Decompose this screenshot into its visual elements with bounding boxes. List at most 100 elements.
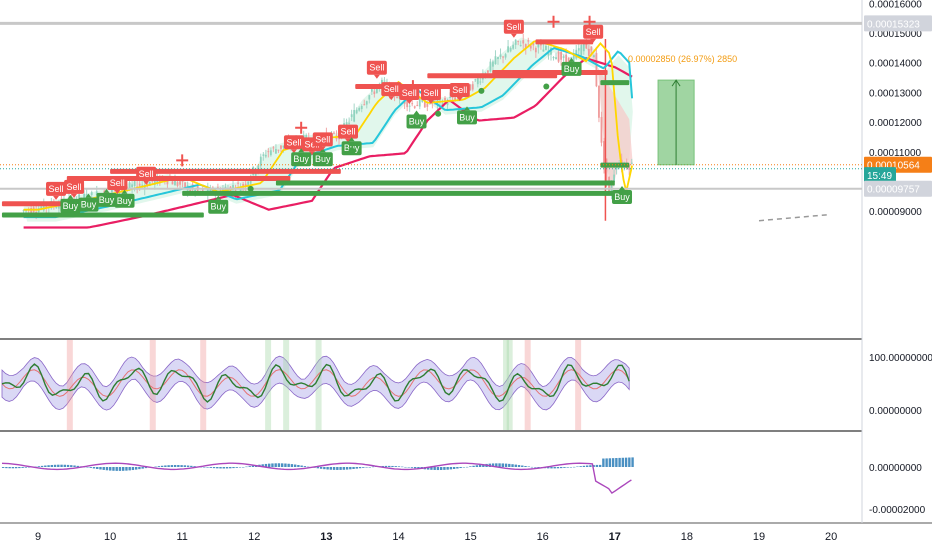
macd-bar <box>63 464 66 467</box>
candle-body <box>519 45 522 47</box>
macd-bar <box>216 467 219 469</box>
macd-bar <box>8 467 11 469</box>
macd-bar <box>433 467 436 470</box>
macd-bar <box>326 467 329 470</box>
signal-label: Sell <box>315 134 330 144</box>
candle-body <box>280 145 282 149</box>
cross-marker <box>176 154 189 167</box>
macd-bar <box>47 465 50 467</box>
signal-badge <box>399 85 420 100</box>
macd-bar <box>96 467 99 469</box>
macd-bar <box>1 467 5 468</box>
signal-badge <box>406 114 427 129</box>
macd-bar <box>24 467 28 468</box>
macd-bar <box>498 463 501 467</box>
signal-label: Buy <box>315 154 331 164</box>
candle-body <box>603 141 605 168</box>
macd-bar <box>478 464 482 467</box>
macd-bar <box>206 467 209 468</box>
signal-pointer <box>298 148 305 153</box>
signal-badge <box>312 152 333 167</box>
macd-bar <box>537 467 540 468</box>
signal-label: Buy <box>409 117 425 127</box>
macd-bar <box>186 465 190 467</box>
ema-slow-line <box>23 56 633 229</box>
signal-badge <box>291 152 312 167</box>
time-tick-label: 13 <box>320 531 332 543</box>
macd-bar <box>524 465 527 467</box>
candle-body <box>494 56 497 65</box>
macd-bar <box>248 466 251 467</box>
macd-bar <box>225 467 229 469</box>
price-tick-label: 0.00009000 <box>869 207 922 218</box>
candle-body <box>184 182 186 188</box>
candle-body <box>264 154 267 157</box>
candle-body <box>512 44 515 49</box>
signal-pointer <box>53 195 60 200</box>
candle-body <box>542 49 545 52</box>
signal-label: Buy <box>99 195 115 205</box>
candle-body <box>446 102 449 106</box>
signal-label: Buy <box>210 202 226 212</box>
time-tick-label: 12 <box>248 531 260 543</box>
macd-bar <box>339 467 342 470</box>
macd-bar <box>368 467 371 468</box>
candle-body <box>474 79 477 81</box>
candle-body <box>153 179 156 185</box>
buy-signal: Buy <box>406 110 427 129</box>
candle-body <box>628 164 631 170</box>
macd-bar <box>180 465 183 467</box>
macd-bar <box>27 467 31 468</box>
macd-bar <box>267 463 271 467</box>
signal-label: Buy <box>459 112 475 122</box>
macd-bar <box>618 457 621 467</box>
macd-bar <box>371 466 375 468</box>
macd-bar <box>452 467 456 469</box>
signal-badge <box>96 192 117 207</box>
candle-body <box>408 105 411 107</box>
signal-pointer <box>413 110 420 115</box>
macd-bar <box>164 465 167 467</box>
osc-highlight <box>503 340 510 430</box>
candle-body <box>504 54 507 58</box>
sell-signal: Sell <box>107 175 128 194</box>
sell-signal: Sell <box>449 83 470 102</box>
signal-pointer <box>71 193 78 198</box>
macd-bar <box>245 466 248 468</box>
macd-tick-label: -0.00002000 <box>869 505 926 516</box>
pivot-dot <box>435 110 442 117</box>
level-bar <box>535 39 594 45</box>
candle-body <box>22 210 25 212</box>
macd-bar <box>173 464 177 467</box>
candle-body <box>58 204 60 209</box>
time-tick-label: 10 <box>104 531 116 543</box>
candle-body <box>418 98 421 107</box>
macd-bar <box>232 467 235 469</box>
macd-bar <box>154 466 157 468</box>
signal-pointer <box>463 106 470 111</box>
macd-bar <box>407 467 410 468</box>
candle-body <box>83 193 86 199</box>
macd-bar <box>99 467 102 470</box>
price-tick-label: 0.00016000 <box>869 0 922 10</box>
macd-bar <box>316 467 320 469</box>
macd-tick-label: 0.00000000 <box>869 463 922 474</box>
macd-bar <box>160 465 164 467</box>
signal-pointer <box>427 99 434 104</box>
oscillator-line <box>1 363 630 403</box>
price-tick-label: 0.00013000 <box>869 88 922 99</box>
sell-signal: Sell <box>583 24 604 43</box>
signal-label: Sell <box>452 85 467 95</box>
candle-body <box>267 151 270 153</box>
time-tick-label: 16 <box>537 531 549 543</box>
macd-bar <box>582 465 586 467</box>
signal-pointer <box>290 149 297 154</box>
macd-bar <box>300 465 303 467</box>
macd-bar <box>229 467 232 469</box>
candle-body <box>95 191 98 196</box>
macd-bar <box>556 467 560 469</box>
signal-pointer <box>510 33 517 38</box>
macd-bar <box>491 463 495 467</box>
signal-pointer <box>388 96 395 101</box>
